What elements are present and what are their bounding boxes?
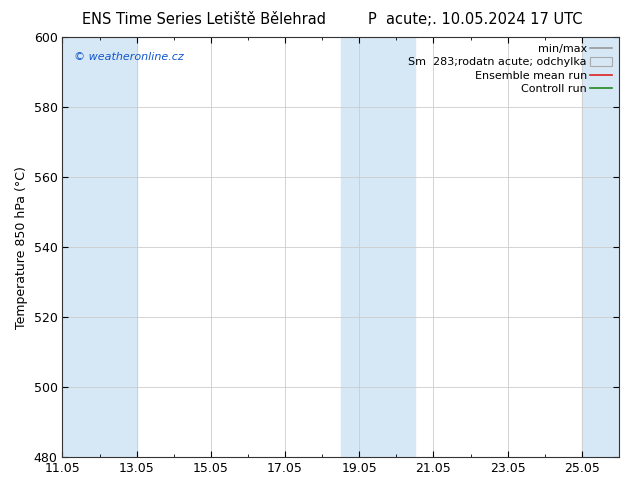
Bar — [62, 37, 137, 457]
Text: P  acute;. 10.05.2024 17 UTC: P acute;. 10.05.2024 17 UTC — [368, 12, 582, 27]
Text: ENS Time Series Letiště Bělehrad: ENS Time Series Letiště Bělehrad — [82, 12, 327, 27]
Bar — [340, 37, 415, 457]
Y-axis label: Temperature 850 hPa (°C): Temperature 850 hPa (°C) — [15, 166, 28, 329]
Legend: min/max, Sm  283;rodatn acute; odchylka, Ensemble mean run, Controll run: min/max, Sm 283;rodatn acute; odchylka, … — [404, 39, 617, 98]
Text: © weatheronline.cz: © weatheronline.cz — [74, 52, 183, 62]
Bar — [582, 37, 619, 457]
